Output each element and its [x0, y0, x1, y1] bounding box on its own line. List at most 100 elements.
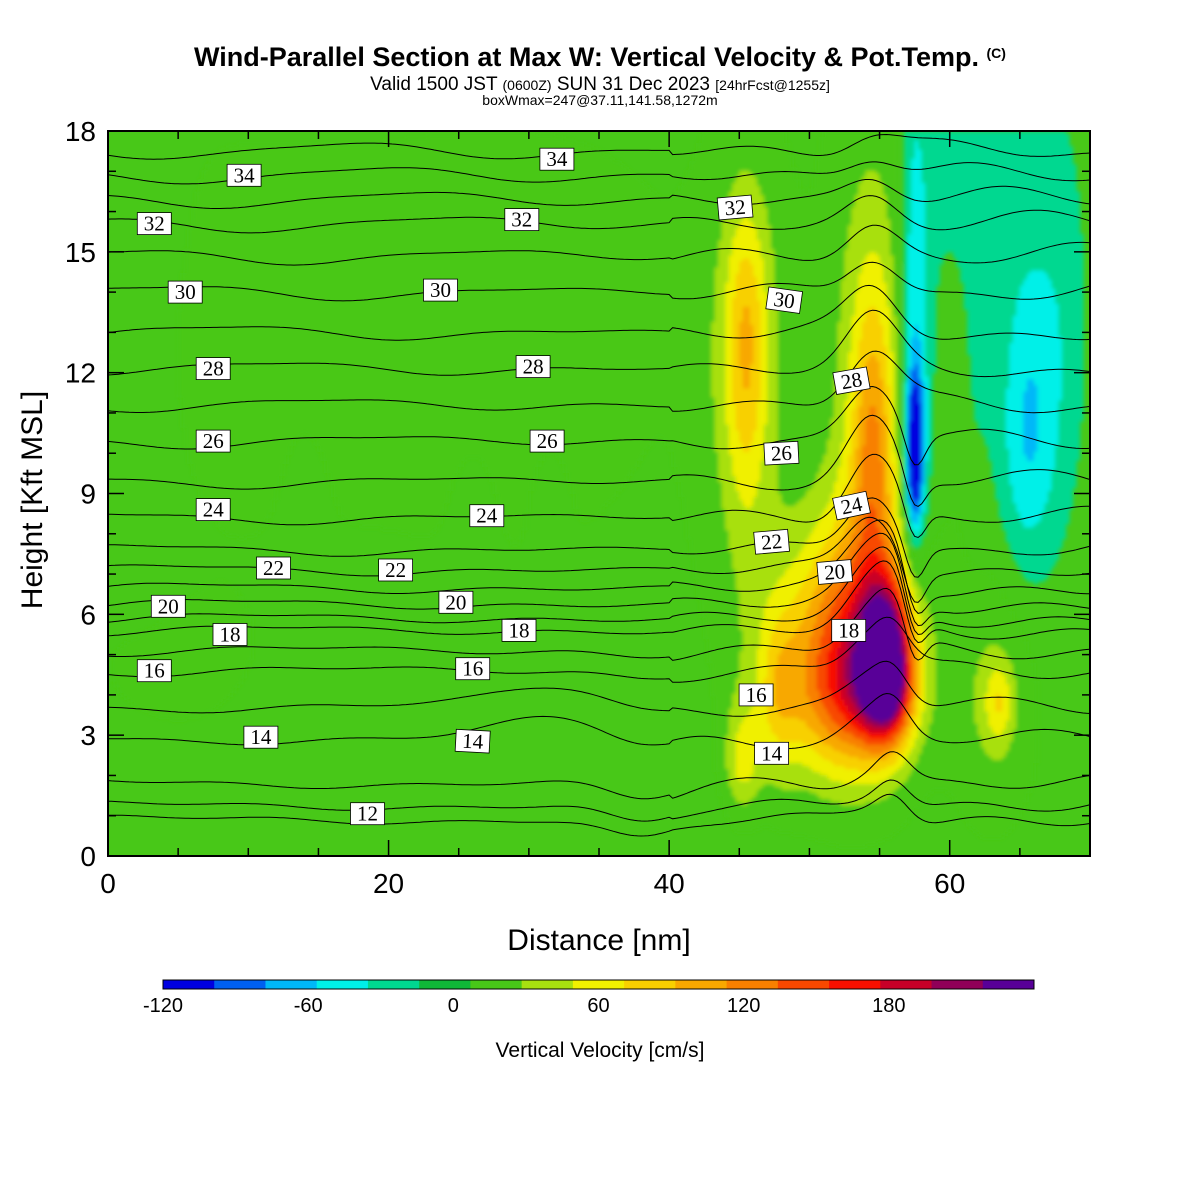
theta-label-text: 22: [760, 529, 783, 555]
chart-subtitle: Valid 1500 JST (0600Z) SUN 31 Dec 2023 […: [0, 74, 1200, 96]
colorbar-swatch: [829, 980, 881, 989]
theta-label-box: [212, 623, 248, 646]
theta-label-text: 20: [158, 594, 179, 618]
theta-label: 30: [765, 286, 804, 314]
theta-label: 24: [195, 498, 231, 522]
theta-label-box: [423, 278, 458, 302]
theta-label-box: [716, 194, 754, 221]
theta-isoline: [108, 224, 1090, 266]
y-tick-label: 0: [80, 841, 96, 872]
y-tick-label: 3: [80, 720, 96, 751]
theta-label-text: 26: [537, 429, 558, 453]
y-tick-label: 15: [65, 237, 96, 268]
theta-label-box: [763, 440, 800, 466]
chart-title-text: Wind-Parallel Section at Max W: Vertical…: [194, 42, 979, 72]
theta-label-box: [765, 286, 804, 314]
colorbar-tick-label: 60: [587, 995, 609, 1017]
theta-label-text: 24: [203, 498, 225, 522]
theta-label-box: [167, 280, 203, 304]
colorbar-swatch: [419, 980, 471, 989]
theta-label-box: [195, 357, 231, 381]
y-tick-label: 18: [65, 116, 96, 147]
theta-label: 24: [469, 504, 505, 528]
theta-label-text: 30: [430, 278, 451, 302]
theta-label-text: 20: [823, 559, 846, 585]
theta-label: 30: [167, 280, 203, 304]
theta-isoline: [108, 284, 1090, 341]
y-axis-title: Height [Kft MSL]: [16, 391, 49, 609]
theta-label-text: 14: [462, 729, 485, 754]
theta-isolines: [108, 133, 1090, 837]
theta-label: 14: [243, 725, 279, 749]
theta-label: 26: [529, 429, 565, 453]
theta-label-box: [455, 657, 491, 681]
theta-label-box: [504, 208, 540, 232]
theta-label-box: [136, 212, 172, 236]
theta-label-text: 18: [220, 623, 241, 647]
theta-label: 22: [256, 556, 291, 580]
plot-area: 34 34 32 32 32 30 30 30 28 28 28 26 26 26 24 24 24 22 22 22…: [108, 131, 1090, 856]
theta-isoline: [108, 660, 1090, 717]
theta-isoline: [108, 587, 1090, 661]
colorbar-swatch: [265, 980, 318, 989]
theta-label: 24: [832, 490, 871, 521]
x-tick-label: 60: [934, 868, 965, 899]
theta-label-box: [539, 147, 575, 171]
colorbar-title: Vertical Velocity [cm/s]: [496, 1039, 705, 1062]
theta-label: 18: [831, 618, 867, 642]
theta-isoline: [108, 350, 1090, 414]
theta-label-text: 12: [357, 802, 378, 826]
theta-label: 16: [136, 659, 172, 683]
axis-ticks: 0 20 40 60 0 3 6 9 12 15 18: [65, 116, 1091, 899]
theta-label-text: 34: [234, 163, 256, 187]
theta-label-box: [831, 619, 867, 642]
theta-isoline: [108, 519, 1090, 614]
theta-label-text: 34: [546, 147, 568, 171]
subtitle-zulu: (0600Z): [502, 77, 552, 93]
chart-title: Wind-Parallel Section at Max W: Vertical…: [0, 42, 1200, 73]
theta-label-text: 24: [476, 504, 498, 528]
colorbar-swatch: [521, 980, 574, 989]
colorbar-swatch: [726, 980, 779, 989]
theta-label: 26: [195, 429, 231, 453]
theta-label: 32: [136, 212, 172, 236]
theta-isoline: [108, 453, 1090, 539]
colorbar-swatch: [316, 980, 369, 989]
theta-isoline: [108, 779, 1090, 822]
theta-label-box: [754, 741, 789, 765]
subtitle-forecast: [24hrFcst@1255z]: [715, 77, 830, 93]
theta-label-box: [529, 429, 565, 453]
theta-label: 18: [212, 623, 248, 647]
theta-label: 26: [763, 440, 800, 466]
theta-label-box: [469, 504, 505, 528]
colorbar-swatch: [163, 980, 215, 989]
colorbar-swatch: [880, 980, 933, 989]
colorbar-swatch: [367, 980, 420, 989]
theta-isoline: [108, 497, 1090, 578]
theta-label-text: 28: [839, 367, 864, 394]
theta-label-box: [438, 590, 474, 614]
subtitle-valid: Valid 1500 JST: [370, 74, 498, 95]
theta-label-box: [816, 559, 854, 585]
colorbar-tick-label: 120: [727, 995, 760, 1017]
theta-label-box: [501, 619, 537, 642]
theta-isoline: [108, 195, 1090, 234]
colorbar-swatch: [777, 980, 830, 989]
theta-label-text: 18: [838, 618, 859, 642]
theta-label-box: [738, 683, 774, 707]
colorbar-swatch: [931, 980, 984, 989]
theta-isoline: [108, 560, 1090, 644]
theta-label-text: 22: [385, 558, 406, 582]
theta-label-text: 20: [445, 590, 466, 614]
theta-label: 20: [438, 590, 474, 614]
theta-label: 28: [515, 355, 551, 379]
y-tick-label: 9: [80, 479, 96, 510]
copyright-mark: (C): [986, 45, 1006, 61]
theta-label-box: [350, 802, 385, 826]
theta-label-box: [195, 498, 231, 522]
theta-label-text: 26: [770, 441, 792, 466]
colorbar-tick-label: 180: [872, 995, 905, 1017]
theta-isoline: [108, 133, 1090, 160]
theta-label-text: 14: [250, 725, 272, 749]
